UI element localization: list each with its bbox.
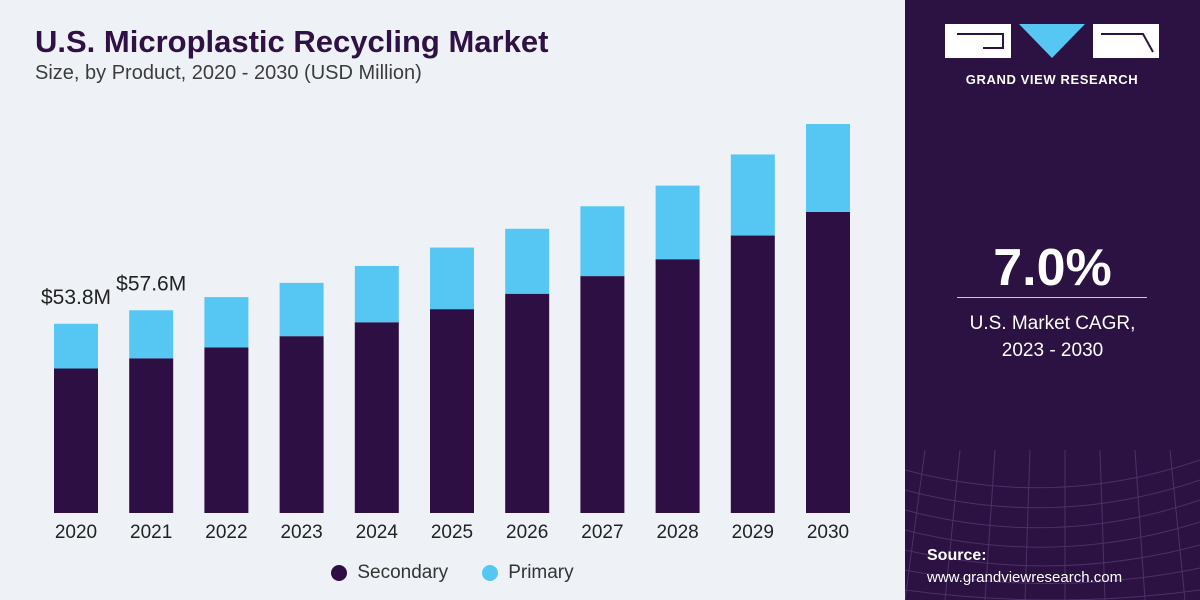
bar-secondary-2022: [204, 347, 249, 513]
cagr-value: 7.0%: [993, 239, 1112, 297]
chart-subtitle: Size, by Product, 2020 - 2030 (USD Milli…: [35, 62, 422, 84]
legend-swatch-primary: [482, 565, 499, 581]
legend: Secondary Primary: [0, 562, 905, 584]
legend-label-primary: Primary: [508, 562, 574, 583]
bar-primary-2027: [580, 206, 625, 277]
bar-secondary-2021: [129, 358, 174, 513]
x-tick-label-2029: 2029: [732, 522, 774, 543]
side-panel: GRAND VIEW RESEARCH 7.0% U.S. Market CAG…: [905, 0, 1200, 600]
cagr-label-line1: U.S. Market CAGR,: [969, 313, 1136, 334]
wireframe-grid-graphic: [905, 450, 1200, 600]
legend-item-primary: Primary: [482, 562, 574, 584]
bar-secondary-2026: [505, 293, 550, 513]
bar-primary-2030: [806, 124, 850, 212]
bar-primary-2029: [730, 154, 775, 236]
cagr-label: U.S. Market CAGR, 2023 - 2030: [905, 310, 1200, 364]
cagr-divider: [957, 297, 1147, 298]
bar-primary-2022: [204, 297, 249, 348]
bar-primary-2024: [354, 265, 399, 323]
cagr-label-line2: 2023 - 2030: [1001, 340, 1104, 361]
x-tick-label-2020: 2020: [55, 522, 97, 543]
chart-area: U.S. Microplastic Recycling Market Size,…: [0, 24, 905, 584]
x-tick-label-2028: 2028: [656, 522, 698, 543]
bar-secondary-2030: [806, 211, 850, 514]
bar-primary-2026: [505, 228, 550, 294]
source-url[interactable]: www.grandviewresearch.com: [927, 569, 1123, 586]
bar-secondary-2023: [279, 336, 324, 513]
x-tick-label-2030: 2030: [807, 522, 849, 543]
legend-swatch-secondary: [331, 565, 348, 581]
bar-primary-2028: [655, 185, 700, 260]
x-tick-label-2022: 2022: [205, 522, 247, 543]
bar-secondary-2028: [655, 259, 700, 513]
bar-secondary-2024: [354, 322, 399, 513]
logo-mark-icon: [945, 24, 1159, 58]
x-tick-label-2025: 2025: [431, 522, 473, 543]
chart-title: U.S. Microplastic Recycling Market: [35, 24, 549, 59]
stacked-bar-chart: 2020 2021 2022 2023 2024 2025 2026 2027 2028 2029…: [41, 124, 850, 543]
bar-secondary-2027: [580, 276, 625, 513]
bar-secondary-2020: [54, 368, 98, 513]
bar-secondary-2029: [730, 235, 775, 513]
bar-primary-2023: [279, 282, 324, 337]
x-tick-label-2024: 2024: [356, 522, 399, 543]
source-note: Source: www.grandviewresearch.com: [927, 545, 1122, 589]
brand-name: GRAND VIEW RESEARCH: [965, 72, 1139, 87]
x-tick-label-2021: 2021: [130, 522, 172, 543]
legend-label-secondary: Secondary: [357, 562, 449, 583]
bar-primary-2025: [430, 247, 474, 310]
data-label-2020: $53.8M: [41, 286, 111, 309]
bar-secondary-2025: [430, 309, 474, 513]
data-label-2021: $57.6M: [116, 272, 186, 295]
source-label: Source:: [927, 547, 987, 564]
bar-primary-2021: [129, 310, 174, 359]
legend-item-secondary: Secondary: [331, 562, 448, 584]
x-tick-label-2027: 2027: [581, 522, 623, 543]
brand-logo: GRAND VIEW RESEARCH: [943, 22, 1161, 92]
bar-primary-2020: [54, 323, 98, 369]
x-tick-label-2023: 2023: [280, 522, 322, 543]
x-tick-label-2026: 2026: [506, 522, 548, 543]
